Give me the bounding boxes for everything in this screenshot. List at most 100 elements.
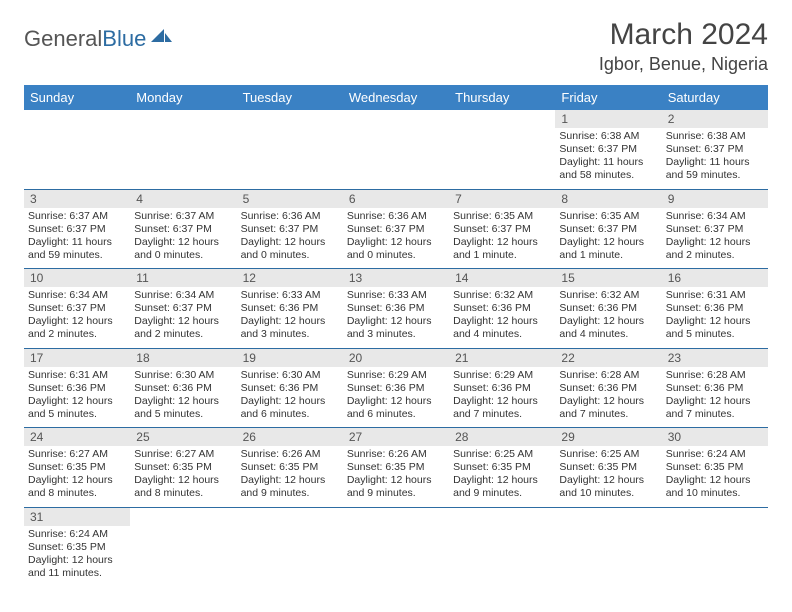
day-info-line: Daylight: 12 hours bbox=[28, 554, 126, 567]
header: GeneralBlue March 2024 Igbor, Benue, Nig… bbox=[24, 18, 768, 75]
day-cell: Sunrise: 6:32 AMSunset: 6:36 PMDaylight:… bbox=[555, 287, 661, 348]
week-row: Sunrise: 6:34 AMSunset: 6:37 PMDaylight:… bbox=[24, 287, 768, 349]
day-cell: Sunrise: 6:35 AMSunset: 6:37 PMDaylight:… bbox=[449, 208, 555, 269]
day-number-row: 10111213141516 bbox=[24, 269, 768, 287]
day-cell: Sunrise: 6:32 AMSunset: 6:36 PMDaylight:… bbox=[449, 287, 555, 348]
day-cell: Sunrise: 6:34 AMSunset: 6:37 PMDaylight:… bbox=[130, 287, 236, 348]
day-info-line: Sunset: 6:36 PM bbox=[666, 302, 764, 315]
day-cell: Sunrise: 6:37 AMSunset: 6:37 PMDaylight:… bbox=[24, 208, 130, 269]
day-number bbox=[237, 508, 343, 526]
week-row: Sunrise: 6:27 AMSunset: 6:35 PMDaylight:… bbox=[24, 446, 768, 508]
day-info-line: and 58 minutes. bbox=[559, 169, 657, 182]
day-number bbox=[662, 508, 768, 526]
day-number: 2 bbox=[662, 110, 768, 128]
day-number-row: 3456789 bbox=[24, 190, 768, 208]
day-info-line: Sunrise: 6:29 AM bbox=[347, 369, 445, 382]
day-info-line: Sunset: 6:35 PM bbox=[347, 461, 445, 474]
day-info-line: and 11 minutes. bbox=[28, 567, 126, 580]
day-header-row: SundayMondayTuesdayWednesdayThursdayFrid… bbox=[24, 85, 768, 110]
day-cell bbox=[237, 526, 343, 587]
day-number bbox=[449, 508, 555, 526]
day-number: 1 bbox=[555, 110, 661, 128]
day-cell bbox=[24, 128, 130, 189]
day-number bbox=[130, 508, 236, 526]
day-info-line: and 6 minutes. bbox=[347, 408, 445, 421]
day-info-line: Sunset: 6:35 PM bbox=[134, 461, 232, 474]
day-info-line: Sunset: 6:35 PM bbox=[559, 461, 657, 474]
day-info-line: and 0 minutes. bbox=[241, 249, 339, 262]
day-cell bbox=[130, 128, 236, 189]
day-cell: Sunrise: 6:27 AMSunset: 6:35 PMDaylight:… bbox=[24, 446, 130, 507]
day-info-line: and 10 minutes. bbox=[559, 487, 657, 500]
day-number: 6 bbox=[343, 190, 449, 208]
day-info-line: Sunset: 6:37 PM bbox=[134, 302, 232, 315]
day-info-line: Sunrise: 6:28 AM bbox=[559, 369, 657, 382]
day-info-line: Sunrise: 6:36 AM bbox=[347, 210, 445, 223]
day-number: 15 bbox=[555, 269, 661, 287]
day-number-row: 31 bbox=[24, 508, 768, 526]
day-info-line: Sunset: 6:36 PM bbox=[666, 382, 764, 395]
day-number: 19 bbox=[237, 349, 343, 367]
day-info-line: Sunrise: 6:35 AM bbox=[559, 210, 657, 223]
day-number: 23 bbox=[662, 349, 768, 367]
day-info-line: Daylight: 12 hours bbox=[241, 315, 339, 328]
day-info-line: Daylight: 12 hours bbox=[134, 315, 232, 328]
day-info-line: and 59 minutes. bbox=[666, 169, 764, 182]
day-info-line: Daylight: 12 hours bbox=[453, 474, 551, 487]
day-number: 20 bbox=[343, 349, 449, 367]
day-info-line: Sunrise: 6:25 AM bbox=[559, 448, 657, 461]
day-cell: Sunrise: 6:37 AMSunset: 6:37 PMDaylight:… bbox=[130, 208, 236, 269]
logo-text-2: Blue bbox=[102, 26, 146, 52]
day-cell bbox=[130, 526, 236, 587]
day-number bbox=[24, 110, 130, 128]
day-header: Saturday bbox=[662, 85, 768, 110]
day-cell bbox=[449, 526, 555, 587]
day-number-row: 17181920212223 bbox=[24, 349, 768, 367]
day-info-line: Daylight: 12 hours bbox=[28, 395, 126, 408]
day-cell: Sunrise: 6:27 AMSunset: 6:35 PMDaylight:… bbox=[130, 446, 236, 507]
day-info-line: Daylight: 11 hours bbox=[28, 236, 126, 249]
day-number: 24 bbox=[24, 428, 130, 446]
day-cell bbox=[343, 526, 449, 587]
day-number: 29 bbox=[555, 428, 661, 446]
day-header: Sunday bbox=[24, 85, 130, 110]
day-cell: Sunrise: 6:33 AMSunset: 6:36 PMDaylight:… bbox=[343, 287, 449, 348]
day-cell: Sunrise: 6:29 AMSunset: 6:36 PMDaylight:… bbox=[343, 367, 449, 428]
day-cell: Sunrise: 6:34 AMSunset: 6:37 PMDaylight:… bbox=[24, 287, 130, 348]
day-cell: Sunrise: 6:34 AMSunset: 6:37 PMDaylight:… bbox=[662, 208, 768, 269]
calendar: SundayMondayTuesdayWednesdayThursdayFrid… bbox=[24, 85, 768, 586]
day-info-line: Sunrise: 6:34 AM bbox=[28, 289, 126, 302]
day-info-line: Sunrise: 6:35 AM bbox=[453, 210, 551, 223]
day-info-line: Daylight: 12 hours bbox=[347, 315, 445, 328]
day-info-line: Sunrise: 6:29 AM bbox=[453, 369, 551, 382]
logo-sail-icon bbox=[150, 27, 174, 45]
day-info-line: Sunrise: 6:27 AM bbox=[28, 448, 126, 461]
day-info-line: Sunset: 6:35 PM bbox=[453, 461, 551, 474]
day-info-line: Sunrise: 6:37 AM bbox=[28, 210, 126, 223]
day-info-line: and 2 minutes. bbox=[28, 328, 126, 341]
day-info-line: and 59 minutes. bbox=[28, 249, 126, 262]
day-info-line: and 8 minutes. bbox=[134, 487, 232, 500]
day-cell: Sunrise: 6:38 AMSunset: 6:37 PMDaylight:… bbox=[662, 128, 768, 189]
day-cell: Sunrise: 6:31 AMSunset: 6:36 PMDaylight:… bbox=[24, 367, 130, 428]
day-number: 8 bbox=[555, 190, 661, 208]
day-info-line: and 0 minutes. bbox=[347, 249, 445, 262]
day-info-line: Daylight: 12 hours bbox=[241, 236, 339, 249]
day-info-line: and 6 minutes. bbox=[241, 408, 339, 421]
day-info-line: and 3 minutes. bbox=[241, 328, 339, 341]
day-number: 12 bbox=[237, 269, 343, 287]
day-info-line: and 2 minutes. bbox=[134, 328, 232, 341]
day-number: 3 bbox=[24, 190, 130, 208]
day-cell: Sunrise: 6:36 AMSunset: 6:37 PMDaylight:… bbox=[237, 208, 343, 269]
day-cell: Sunrise: 6:33 AMSunset: 6:36 PMDaylight:… bbox=[237, 287, 343, 348]
day-number: 17 bbox=[24, 349, 130, 367]
day-info-line: Sunrise: 6:24 AM bbox=[666, 448, 764, 461]
day-number: 28 bbox=[449, 428, 555, 446]
day-info-line: and 9 minutes. bbox=[453, 487, 551, 500]
day-info-line: Sunrise: 6:33 AM bbox=[241, 289, 339, 302]
day-info-line: Daylight: 12 hours bbox=[559, 395, 657, 408]
title-block: March 2024 Igbor, Benue, Nigeria bbox=[599, 18, 768, 75]
day-info-line: Sunset: 6:37 PM bbox=[241, 223, 339, 236]
day-info-line: Sunset: 6:35 PM bbox=[241, 461, 339, 474]
day-info-line: Sunrise: 6:27 AM bbox=[134, 448, 232, 461]
